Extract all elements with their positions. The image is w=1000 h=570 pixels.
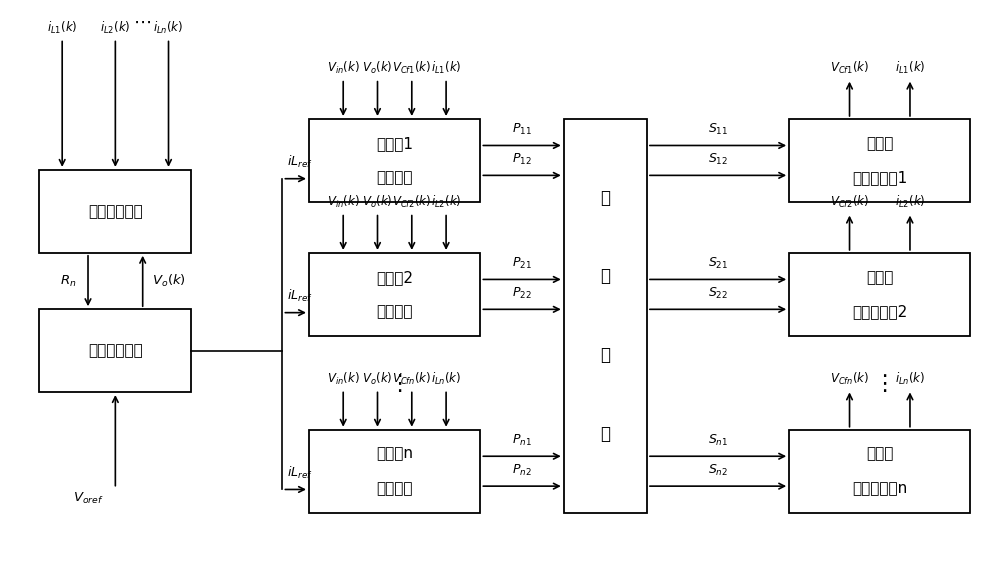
Bar xyxy=(564,119,647,513)
Text: $S_{21}$: $S_{21}$ xyxy=(708,256,728,271)
Text: $R_n$: $R_n$ xyxy=(60,274,76,288)
Text: $V_{oref}$: $V_{oref}$ xyxy=(73,491,104,506)
Text: $S_{n2}$: $S_{n2}$ xyxy=(708,463,728,478)
Text: $P_{n2}$: $P_{n2}$ xyxy=(512,463,532,478)
Text: $S_{12}$: $S_{12}$ xyxy=(708,152,728,168)
Text: $P_{22}$: $P_{22}$ xyxy=(512,286,532,302)
Bar xyxy=(39,309,191,392)
Text: 三电平: 三电平 xyxy=(866,270,893,285)
Text: 变换器n: 变换器n xyxy=(376,446,413,462)
Text: $i_{L1}(k)$: $i_{L1}(k)$ xyxy=(895,60,925,76)
Text: $V_o(k)$: $V_o(k)$ xyxy=(362,60,393,76)
Text: 降压变换器n: 降压变换器n xyxy=(852,481,907,496)
Text: $iL_{ref}$: $iL_{ref}$ xyxy=(287,154,313,170)
Text: $\vdots$: $\vdots$ xyxy=(388,372,402,394)
Text: $V_o(k)$: $V_o(k)$ xyxy=(362,370,393,387)
Text: $iL_{ref}$: $iL_{ref}$ xyxy=(287,465,313,481)
Text: $i_{L1}(k)$: $i_{L1}(k)$ xyxy=(431,60,461,76)
Text: $i_{L2}(k)$: $i_{L2}(k)$ xyxy=(895,194,925,210)
Text: $S_{n1}$: $S_{n1}$ xyxy=(708,433,728,448)
Bar xyxy=(789,119,970,202)
Bar xyxy=(309,119,480,202)
Text: $V_{in}(k)$: $V_{in}(k)$ xyxy=(327,370,360,387)
Text: $V_{Cf2}(k)$: $V_{Cf2}(k)$ xyxy=(830,194,869,210)
Text: $V_o(k)$: $V_o(k)$ xyxy=(362,194,393,210)
Bar xyxy=(789,430,970,513)
Bar xyxy=(309,253,480,336)
Text: 控: 控 xyxy=(600,346,610,364)
Text: $V_{Cf2}(k)$: $V_{Cf2}(k)$ xyxy=(392,194,431,210)
Text: 制: 制 xyxy=(600,425,610,443)
Text: 降压变换器2: 降压变换器2 xyxy=(852,304,907,319)
Text: 降压变换器1: 降压变换器1 xyxy=(852,170,907,185)
Text: $i_{L2}(k)$: $i_{L2}(k)$ xyxy=(431,194,461,210)
Text: $i_{L1}(k)$: $i_{L1}(k)$ xyxy=(47,20,77,36)
Text: $i_{Ln}(k)$: $i_{Ln}(k)$ xyxy=(431,370,461,387)
Text: $P_{11}$: $P_{11}$ xyxy=(512,123,532,137)
Text: 交: 交 xyxy=(600,189,610,207)
Text: $V_{in}(k)$: $V_{in}(k)$ xyxy=(327,194,360,210)
Text: $S_{22}$: $S_{22}$ xyxy=(708,286,728,302)
Text: 模型预测: 模型预测 xyxy=(376,304,413,319)
Text: $\cdots$: $\cdots$ xyxy=(133,13,151,30)
Text: $V_o(k)$: $V_o(k)$ xyxy=(152,273,186,289)
Text: $P_{12}$: $P_{12}$ xyxy=(512,152,532,168)
Text: $S_{11}$: $S_{11}$ xyxy=(708,123,728,137)
Text: $P_{n1}$: $P_{n1}$ xyxy=(512,433,532,448)
Text: $i_{L2}(k)$: $i_{L2}(k)$ xyxy=(100,20,131,36)
Text: $V_{Cf1}(k)$: $V_{Cf1}(k)$ xyxy=(392,60,431,76)
Text: $i_{Ln}(k)$: $i_{Ln}(k)$ xyxy=(895,370,925,387)
Text: 三电平: 三电平 xyxy=(866,446,893,462)
Text: 模型预测: 模型预测 xyxy=(376,481,413,496)
Bar xyxy=(309,430,480,513)
Bar xyxy=(39,170,191,253)
Text: 错: 错 xyxy=(600,267,610,286)
Text: $V_{in}(k)$: $V_{in}(k)$ xyxy=(327,60,360,76)
Text: $P_{21}$: $P_{21}$ xyxy=(512,256,532,271)
Bar xyxy=(789,253,970,336)
Text: 三电平: 三电平 xyxy=(866,136,893,151)
Text: 变换器1: 变换器1 xyxy=(376,136,413,151)
Text: 模型预测: 模型预测 xyxy=(376,170,413,185)
Text: 电流指令计算: 电流指令计算 xyxy=(88,343,143,358)
Text: 负载电阵辞识: 负载电阵辞识 xyxy=(88,204,143,219)
Text: $iL_{ref}$: $iL_{ref}$ xyxy=(287,288,313,304)
Text: $i_{Ln}(k)$: $i_{Ln}(k)$ xyxy=(153,20,184,36)
Text: $\vdots$: $\vdots$ xyxy=(873,372,887,394)
Text: $V_{Cfn}(k)$: $V_{Cfn}(k)$ xyxy=(392,370,431,387)
Text: 变换器2: 变换器2 xyxy=(376,270,413,285)
Text: $V_{Cfn}(k)$: $V_{Cfn}(k)$ xyxy=(830,370,869,387)
Text: $V_{Cf1}(k)$: $V_{Cf1}(k)$ xyxy=(830,60,869,76)
